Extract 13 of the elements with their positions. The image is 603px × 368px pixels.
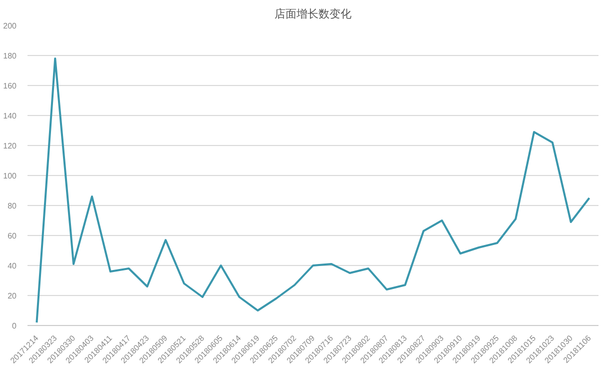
y-tick-label: 100 xyxy=(3,172,18,180)
y-tick-label: 120 xyxy=(3,142,18,150)
y-tick-label: 180 xyxy=(3,52,18,60)
line-series xyxy=(36,58,590,324)
y-tick-label: 60 xyxy=(8,232,18,240)
y-tick-label: 140 xyxy=(3,112,18,120)
y-tick-label: 20 xyxy=(8,292,18,300)
y-tick-label: 40 xyxy=(8,262,18,270)
y-tick-label: 160 xyxy=(3,82,18,90)
chart-title: 店面增长数变化 xyxy=(274,8,352,20)
y-tick-label: 0 xyxy=(12,322,18,330)
y-tick-label: 200 xyxy=(3,22,18,30)
y-tick-label: 80 xyxy=(8,202,18,210)
